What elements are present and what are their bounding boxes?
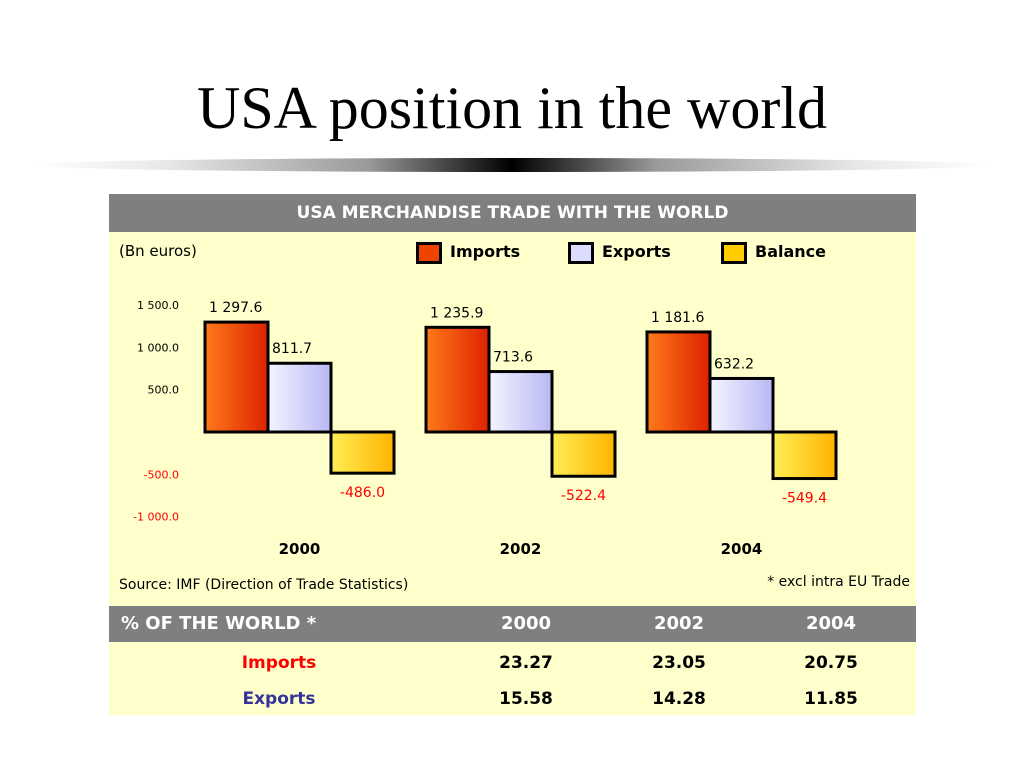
- bar-balance-2000: [329, 430, 396, 475]
- data-label-imports-2000: 1 297.6: [209, 300, 263, 316]
- imports-2004: 20.75: [804, 653, 858, 673]
- data-label-imports-2002: 1 235.9: [430, 305, 483, 321]
- exports-2002: 14.28: [652, 689, 706, 709]
- category-label-2000: 2000: [279, 540, 321, 558]
- bar-exports-2002: [487, 370, 554, 434]
- exports-2000: 15.58: [499, 689, 553, 709]
- trade-panel: USA MERCHANDISE TRADE WITH THE WORLD (Bn…: [109, 194, 916, 715]
- unit-label: (Bn euros): [119, 242, 197, 260]
- table-year-2004: 2004: [805, 613, 857, 634]
- legend-swatch-balance: [721, 242, 747, 264]
- bar-balance-2002: [550, 430, 617, 478]
- legend-label-exports: Exports: [602, 242, 671, 261]
- category-label-2002: 2002: [500, 540, 542, 558]
- trade-bar-chart: 1 500.0 1 000.0 500.0 -500.0 -1 000.0 1 297.…: [133, 299, 838, 558]
- data-label-balance-2000: -486.0: [340, 485, 385, 501]
- row-label-imports: Imports: [241, 653, 317, 673]
- table-row-imports: Imports 23.27 23.05 20.75: [109, 645, 916, 681]
- table-year-2000: 2000: [500, 613, 552, 634]
- table-header: % OF THE WORLD * 2000 2002 2004: [109, 606, 916, 642]
- bar-imports-2004: [645, 330, 712, 434]
- bar-imports-2002: [424, 325, 491, 434]
- title-divider: [30, 158, 994, 172]
- legend-label-imports: Imports: [450, 242, 521, 261]
- bar-imports-2000: [203, 320, 270, 434]
- data-label-imports-2004: 1 181.6: [651, 310, 705, 326]
- exports-2004: 11.85: [804, 689, 858, 709]
- data-label-exports-2000: 811.7: [272, 341, 312, 357]
- slide-title: USA position in the world: [196, 75, 828, 141]
- y-tick-label: -500.0: [144, 468, 179, 481]
- y-tick-label: 500.0: [148, 384, 180, 397]
- y-tick-label: 1 000.0: [137, 341, 179, 354]
- row-label-exports: Exports: [242, 689, 316, 709]
- data-label-exports-2002: 713.6: [493, 350, 533, 366]
- table-header-label: % OF THE WORLD *: [121, 613, 317, 634]
- category-label-2004: 2004: [721, 540, 763, 558]
- legend-swatch-imports: [416, 242, 442, 264]
- bar-exports-2000: [266, 361, 333, 434]
- legend-label-balance: Balance: [755, 242, 826, 261]
- source-note: Source: IMF (Direction of Trade Statisti…: [119, 577, 409, 593]
- imports-2000: 23.27: [499, 653, 553, 673]
- data-label-balance-2004: -549.4: [782, 491, 827, 507]
- bar-exports-2004: [708, 376, 775, 434]
- y-tick-label: -1 000.0: [133, 511, 179, 524]
- bar-balance-2004: [771, 430, 838, 481]
- y-tick-label: 1 500.0: [137, 299, 179, 312]
- legend-swatch-exports: [568, 242, 594, 264]
- data-label-balance-2002: -522.4: [561, 488, 606, 504]
- panel-header: USA MERCHANDISE TRADE WITH THE WORLD: [109, 194, 916, 232]
- table-year-2002: 2002: [653, 613, 705, 634]
- data-label-exports-2004: 632.2: [714, 356, 754, 372]
- footnote: * excl intra EU Trade: [767, 574, 910, 590]
- table-row-exports: Exports 15.58 14.28 11.85: [109, 681, 916, 717]
- imports-2002: 23.05: [652, 653, 706, 673]
